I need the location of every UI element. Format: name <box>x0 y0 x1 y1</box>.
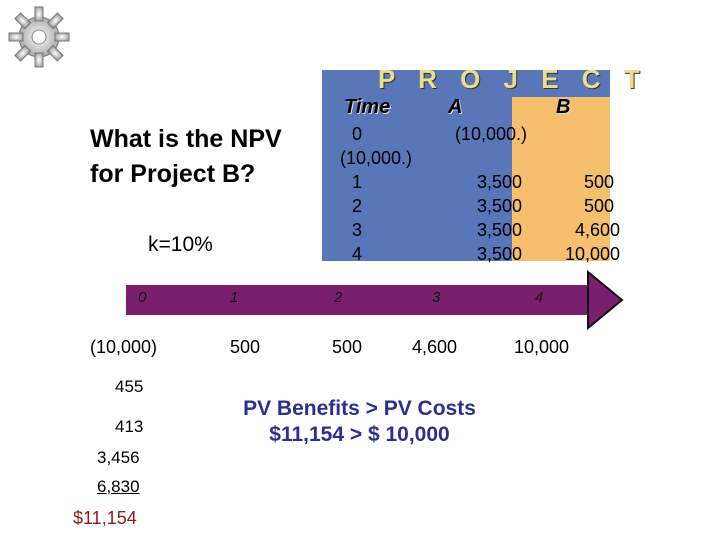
present-value: 413 <box>115 417 144 436</box>
project-table-title: P R O J E C T <box>378 64 648 94</box>
project-a-cell: 3,500 <box>476 196 522 216</box>
timeline-tick: 4 <box>535 289 544 306</box>
project-b-cell: 10,000 <box>564 244 620 264</box>
discount-rate-label: k=10% <box>148 233 213 256</box>
cash-flow-value: 10,000 <box>514 337 570 357</box>
timeline-tick: 2 <box>334 289 343 306</box>
project-b-cell: 500 <box>583 196 614 216</box>
timeline-tick: 1 <box>230 289 239 306</box>
timeline-arrow <box>126 270 624 330</box>
time-cell: 1 <box>352 172 363 192</box>
project-a-cell: 3,500 <box>476 220 522 240</box>
conclusion-text: PV Benefits > PV Costs $11,154 > $ 10,00… <box>222 396 497 448</box>
project-a-cell: (10,000.) <box>455 124 528 144</box>
cash-flow-value: (10,000) <box>90 337 158 357</box>
cash-flow-value: 500 <box>230 337 261 357</box>
cash-flow-value: 4,600 <box>412 337 458 357</box>
time-cell: 3 <box>352 220 363 240</box>
project-b-column-highlight <box>512 97 610 261</box>
present-value: 6,830 <box>97 477 140 496</box>
cash-flow-value: 500 <box>332 337 363 357</box>
project-b-cell: 500 <box>583 172 614 192</box>
time-cell: 4 <box>352 244 363 264</box>
conclusion-line-2: $11,154 > $ 10,000 <box>269 423 450 446</box>
time-cell: 2 <box>352 196 363 216</box>
conclusion-line-1: PV Benefits > PV Costs <box>243 397 476 420</box>
header-time: Time <box>344 96 391 118</box>
project-b-cell: 4,600 <box>574 220 620 240</box>
gear-icon <box>8 6 70 68</box>
time-cell: 0 <box>352 124 363 144</box>
present-value-total: $11,154 <box>73 508 137 528</box>
timeline-tick: 3 <box>432 289 441 306</box>
project-b-cell: (10,000.) <box>340 148 413 168</box>
timeline-tick: 0 <box>138 289 147 306</box>
present-value: 455 <box>115 377 144 396</box>
header-project-a: A <box>448 96 463 118</box>
project-a-cell: 3,500 <box>476 244 522 264</box>
header-project-b: B <box>556 96 571 118</box>
present-value: 3,456 <box>97 448 140 467</box>
project-a-cell: 3,500 <box>476 172 522 192</box>
question-text: What is the NPV for Project B? <box>90 125 282 188</box>
